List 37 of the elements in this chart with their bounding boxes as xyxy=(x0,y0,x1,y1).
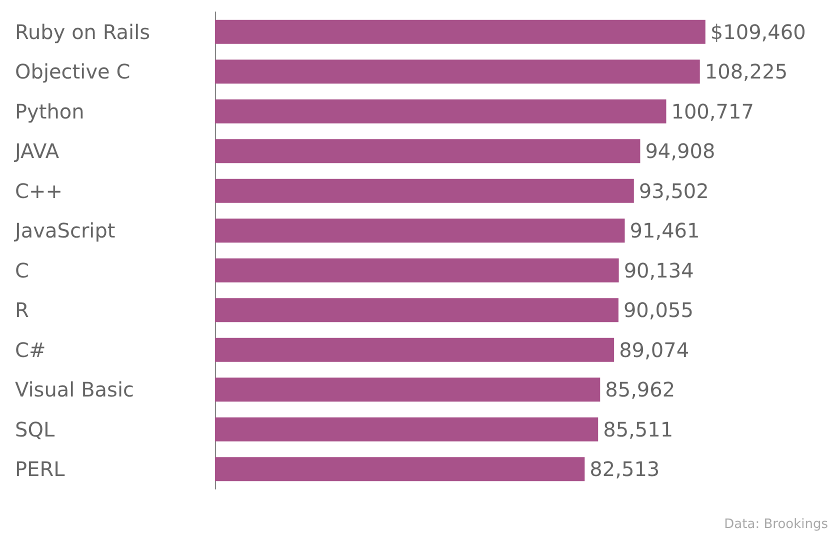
bar xyxy=(215,20,706,44)
data-label: 100,717 xyxy=(671,99,754,124)
bar xyxy=(215,99,666,124)
y-tick-label: Visual Basic xyxy=(15,378,134,402)
data-label: 108,225 xyxy=(704,60,788,84)
bar xyxy=(215,338,614,362)
data-label: 85,962 xyxy=(605,378,676,402)
y-tick-label: Ruby on Rails xyxy=(15,20,150,44)
data-label: $109,460 xyxy=(710,20,806,44)
bar xyxy=(215,60,700,84)
y-tick-label: R xyxy=(15,298,29,322)
text: Data: Brookings xyxy=(724,517,828,532)
data-label: 82,513 xyxy=(590,457,660,482)
y-tick-label: JAVA xyxy=(13,139,60,164)
y-tick-label: C xyxy=(15,258,29,282)
y-tick-label: C++ xyxy=(15,178,62,203)
data-label: 89,074 xyxy=(619,338,690,362)
bar xyxy=(215,457,585,482)
y-tick-label: Objective C xyxy=(15,60,130,84)
bar xyxy=(215,378,600,402)
data-label: 90,134 xyxy=(624,258,694,282)
data-label: 93,502 xyxy=(638,178,709,203)
bar xyxy=(215,258,619,282)
bar xyxy=(215,298,618,322)
y-tick-label: C# xyxy=(15,338,46,362)
data-label: 91,461 xyxy=(630,218,700,243)
y-tick-label: PERL xyxy=(15,457,66,482)
bar xyxy=(215,417,598,442)
bar xyxy=(215,178,634,203)
data-label: 85,511 xyxy=(603,417,674,442)
bar xyxy=(215,139,640,164)
y-tick-label: JavaScript xyxy=(13,218,116,243)
y-tick-label: Python xyxy=(15,99,84,124)
bar xyxy=(215,218,625,243)
y-tick-label: SQL xyxy=(15,417,56,442)
data-label: 94,908 xyxy=(645,139,716,164)
data-label: 90,055 xyxy=(623,298,694,322)
